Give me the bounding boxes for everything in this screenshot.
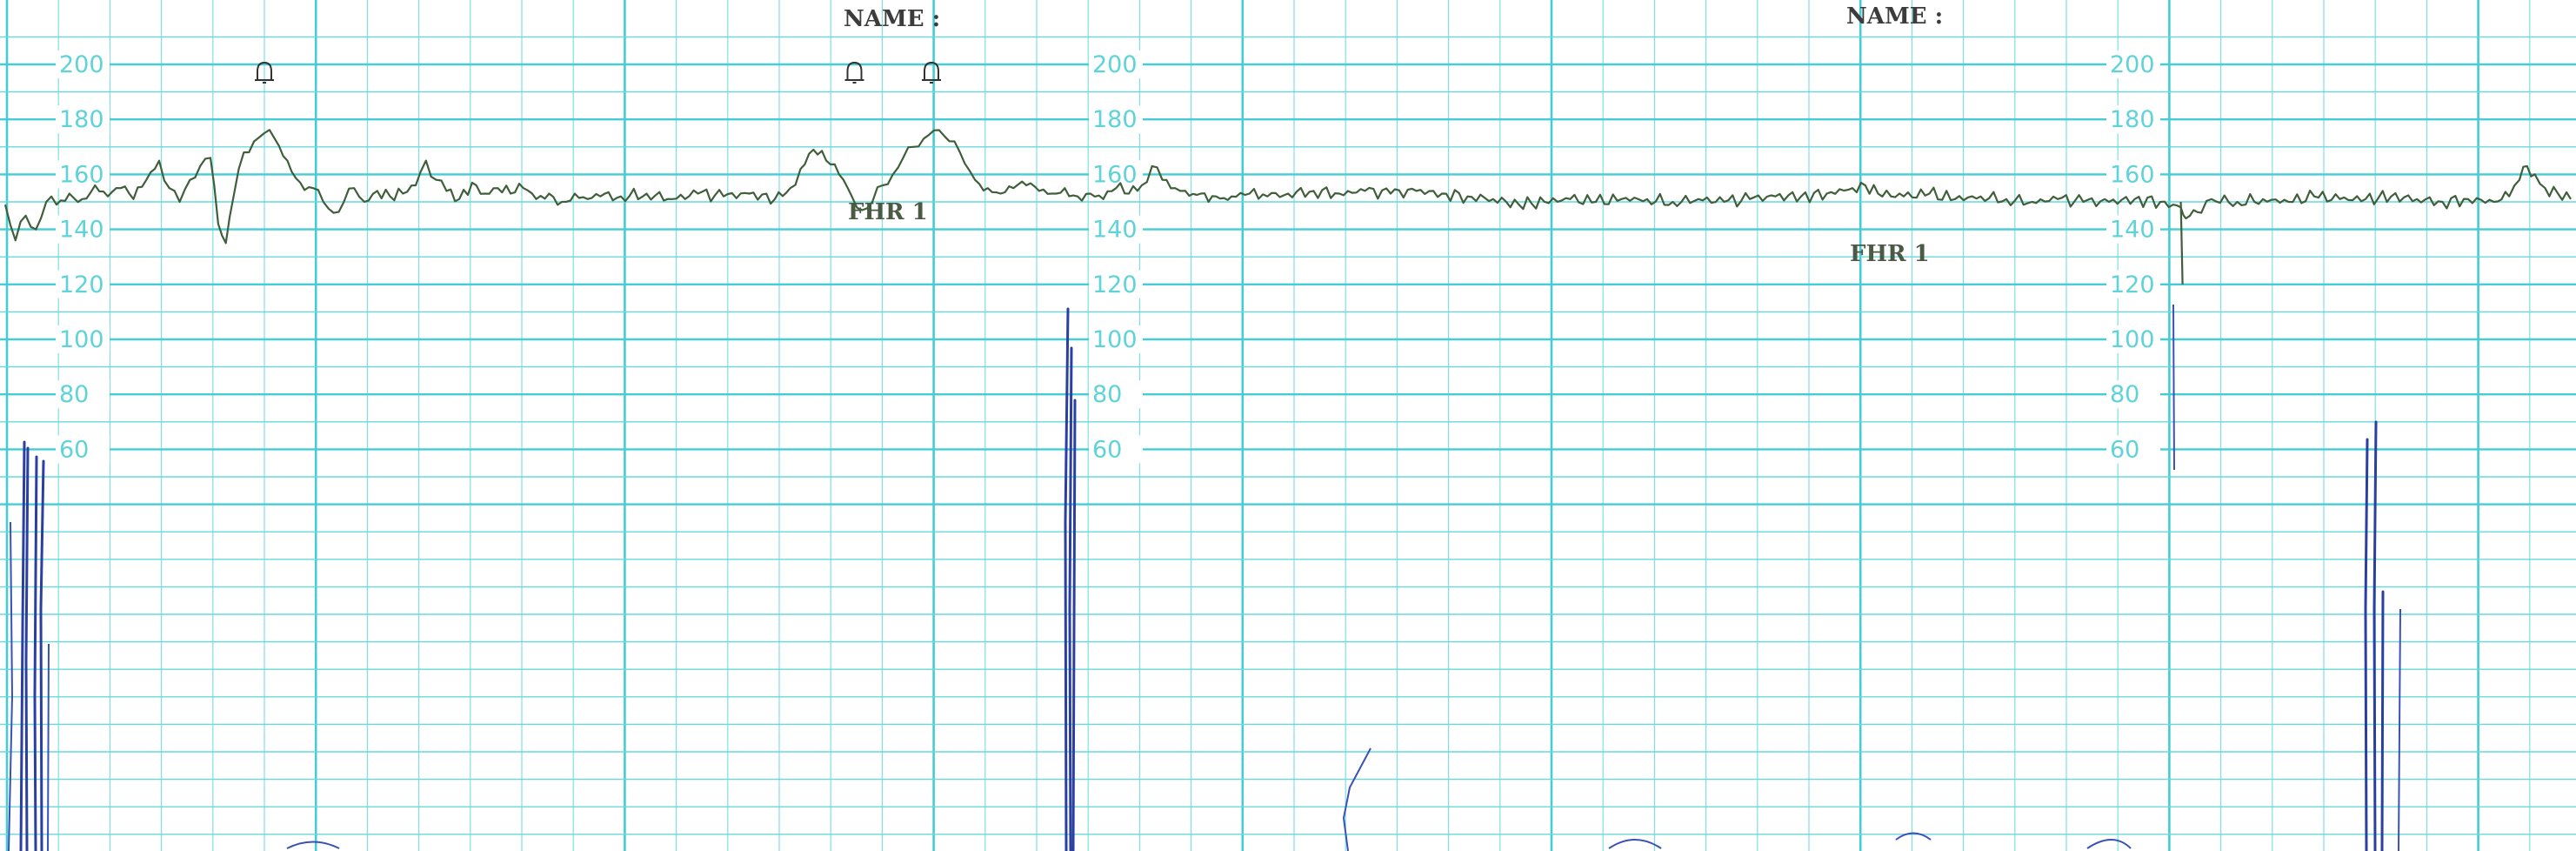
bell-icon [922,63,941,83]
y-tick-label: 140 [1092,217,1138,244]
y-tick-label: 120 [2110,271,2155,298]
y-tick-label: 120 [1092,271,1138,298]
bell-icon [845,63,864,83]
y-tick-label: 180 [2110,106,2155,133]
y-tick-label: 200 [2110,51,2155,78]
y-tick-label: 160 [59,161,104,188]
y-tick-label: 80 [2110,381,2139,408]
name-label-left: NAME : [844,6,940,32]
y-tick-label: 100 [59,326,104,353]
y-tick-label: 100 [1092,326,1138,353]
bell-icon-shape [922,63,941,83]
y-tick-label: 160 [1092,161,1138,188]
y-tick-label: 80 [1092,381,1122,408]
event-markers [255,63,941,83]
y-tick-label: 60 [1092,436,1122,463]
fhr-label-right: FHR 1 [1850,241,1930,267]
y-tick-label: 200 [1092,51,1138,78]
name-label-right: NAME : [1846,3,1943,30]
y-tick-label: 140 [59,217,104,244]
y-tick-label: 120 [59,271,104,298]
bell-icon-shape [845,63,864,83]
y-tick-label: 100 [2110,326,2155,353]
y-tick-label: 180 [59,106,104,133]
y-tick-label: 180 [1092,106,1138,133]
y-tick-label: 60 [2110,436,2139,463]
y-tick-label: 160 [2110,161,2155,188]
y-tick-label: 140 [2110,217,2155,244]
y-tick-label: 60 [59,436,89,463]
fhr-label-left: FHR 1 [848,199,928,225]
y-tick-label: 80 [59,381,89,408]
y-tick-label: 200 [59,51,104,78]
